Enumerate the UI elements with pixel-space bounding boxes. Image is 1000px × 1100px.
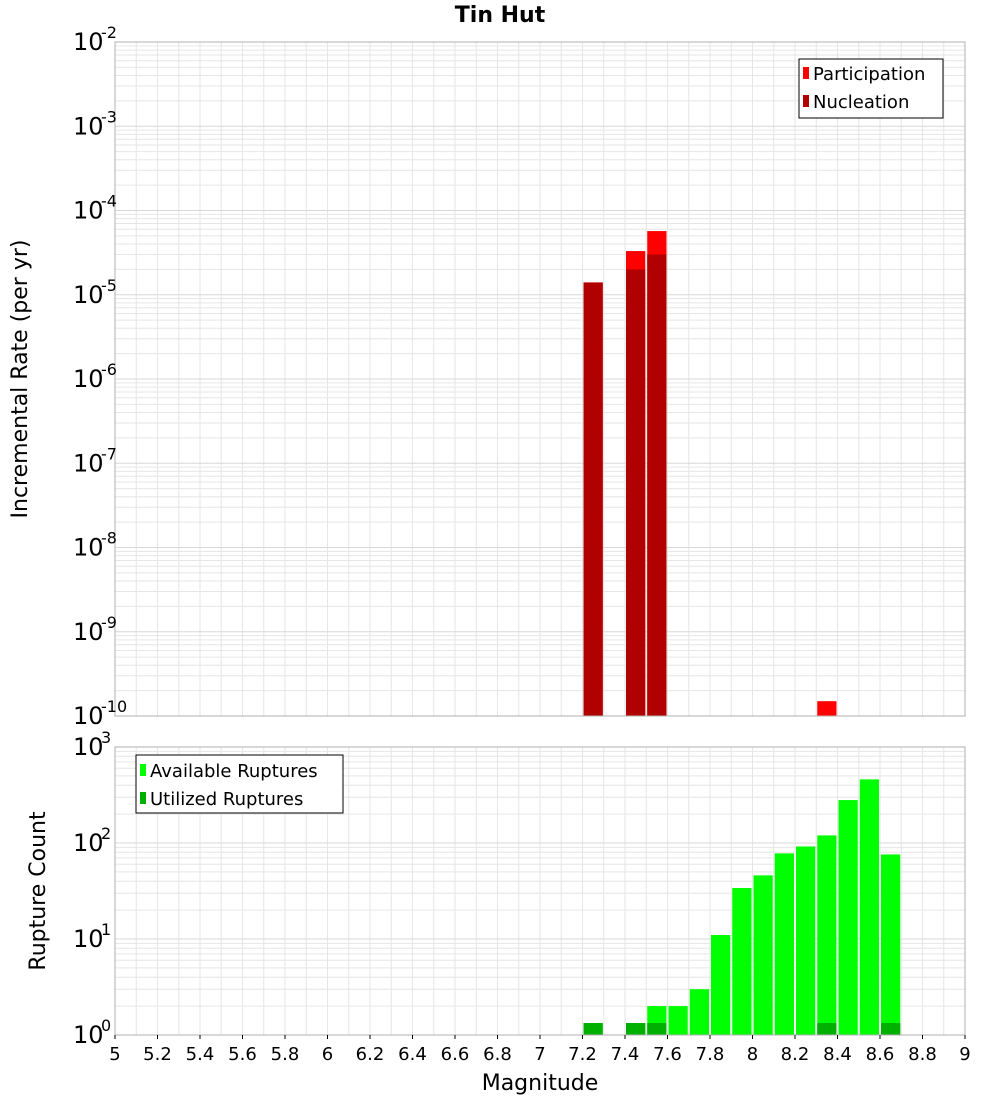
y-tick-exponent: -10 [101,697,127,716]
legend-available-swatch [140,764,146,776]
y-tick-label: 10 [73,1021,104,1049]
y-tick-label: 10 [73,28,104,56]
utilized-ruptures-bar [817,1023,837,1035]
x-axis-label: Magnitude [482,1071,599,1096]
nucleation-bar [626,269,646,716]
rate-grid [115,42,965,716]
y-tick-label: 10 [73,281,104,309]
available-ruptures-bar [881,854,901,1035]
x-tick-label: 8 [747,1044,758,1065]
y-tick-exponent: 0 [101,1016,111,1035]
x-tick-label: 6.2 [356,1044,385,1065]
y-tick-label: 10 [73,365,104,393]
x-tick-label: 7 [534,1044,545,1065]
available-ruptures-bar [817,835,837,1035]
x-tick-label: 5.2 [143,1044,172,1065]
x-tick-label: 8.8 [908,1044,937,1065]
x-tick-label: 5 [109,1044,120,1065]
y-tick-exponent: -7 [101,444,117,463]
y-tick-label: 10 [73,829,104,857]
x-tick-label: 8.4 [823,1044,852,1065]
x-tick-label: 7.6 [653,1044,682,1065]
nucleation-bar [647,254,667,716]
x-tick-labels: 5 5.2 5.4 5.6 5.8 6 6.2 6.4 6.6 6.8 7 7.2 7.4 7.6 7.8 8… [109,1035,971,1065]
nucleation-bar [583,282,603,716]
chart-title: Tin Hut [455,3,546,28]
y-tick-label: 10 [73,449,104,477]
x-tick-label: 7.8 [696,1044,725,1065]
y-tick-exponent: 1 [101,920,111,939]
participation-bar [817,701,837,716]
x-tick-label: 6.4 [398,1044,427,1065]
x-tick-label: 7.4 [611,1044,640,1065]
available-ruptures-bar [859,779,879,1035]
rate-legend: Participation Nucleation [798,58,944,119]
legend-utilized-swatch [140,792,146,804]
count-bars [583,779,901,1035]
available-ruptures-bar [732,887,752,1035]
x-tick-label: 5.8 [271,1044,300,1065]
legend-utilized-label: Utilized Ruptures [150,789,303,810]
y-tick-exponent: -8 [101,529,117,548]
available-ruptures-bar [711,935,731,1035]
available-ruptures-bar [838,800,858,1035]
y-tick-label: 10 [73,925,104,953]
x-tick-label: 5.4 [186,1044,215,1065]
utilized-ruptures-bar [881,1023,901,1035]
x-tick-label: 5.6 [228,1044,257,1065]
y-tick-label: 10 [73,618,104,646]
x-tick-label: 7.2 [568,1044,597,1065]
y-tick-exponent: -2 [101,23,117,42]
available-ruptures-bar [796,846,816,1035]
legend-participation-label: Participation [813,64,925,85]
x-tick-label: 8.2 [781,1044,810,1065]
legend-available-label: Available Ruptures [150,761,318,782]
count-legend-box [135,754,344,814]
y-tick-label: 10 [73,197,104,225]
y-tick-exponent: 3 [101,728,111,747]
rate-bars [583,231,837,717]
y-tick-label: 10 [73,733,104,761]
legend-nucleation-swatch [803,95,809,107]
y-tick-label: 10 [73,534,104,562]
utilized-ruptures-bar [647,1023,667,1035]
legend-nucleation-label: Nucleation [813,92,909,113]
y-tick-exponent: -5 [101,276,117,295]
y-tick-label: 10 [73,702,104,730]
available-ruptures-bar [689,989,709,1035]
count-y-axis-label: Rupture Count [26,811,51,971]
available-ruptures-bar [668,1006,688,1035]
x-tick-label: 9 [959,1044,970,1065]
y-tick-exponent: -9 [101,613,117,632]
x-tick-label: 6.8 [483,1044,512,1065]
available-ruptures-bar [774,853,794,1035]
y-tick-label: 10 [73,112,104,140]
rate-legend-box [798,58,944,119]
x-tick-label: 8.6 [866,1044,895,1065]
utilized-ruptures-bar [626,1023,646,1035]
y-tick-exponent: 2 [101,824,111,843]
x-tick-label: 6 [322,1044,333,1065]
x-tick-label: 6.6 [441,1044,470,1065]
count-legend: Available Ruptures Utilized Ruptures [135,754,344,814]
legend-participation-swatch [803,67,809,79]
utilized-ruptures-bar [583,1023,603,1035]
rate-plot-frame [114,41,966,717]
y-tick-exponent: -3 [101,107,117,126]
rate-y-axis-label: Incremental Rate (per yr) [8,240,33,519]
y-tick-exponent: -4 [101,192,117,211]
available-ruptures-bar [753,875,773,1035]
y-tick-exponent: -6 [101,360,117,379]
